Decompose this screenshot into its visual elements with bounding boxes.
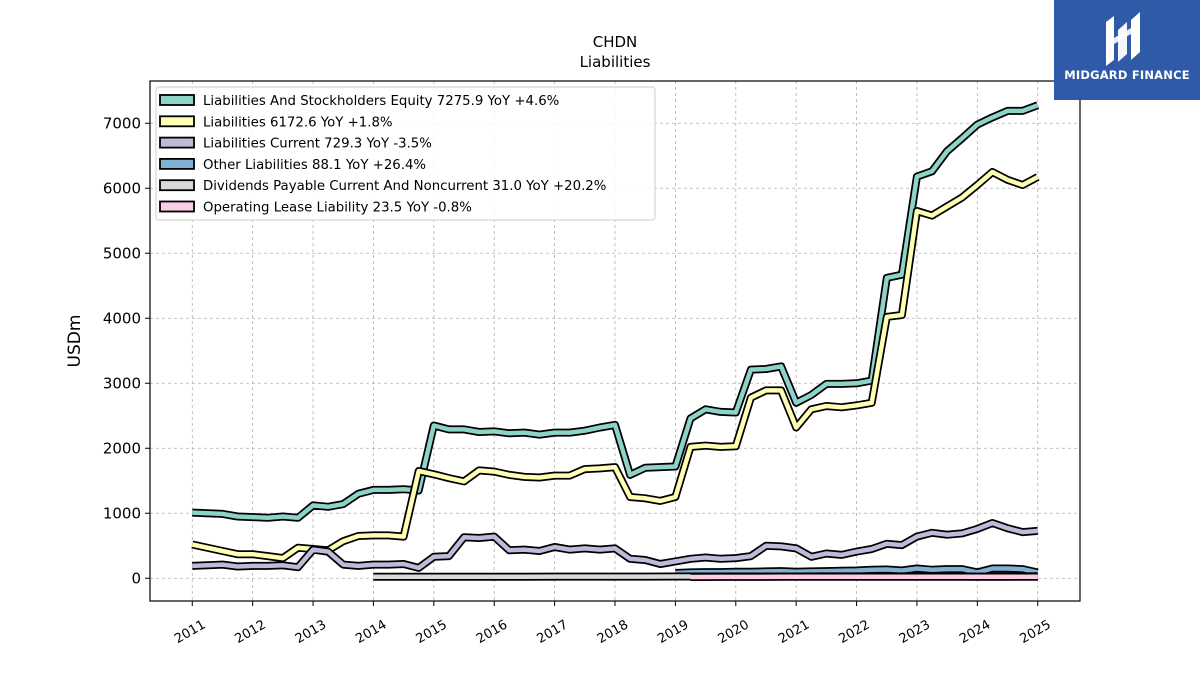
y-tick-label: 4000	[103, 309, 141, 327]
y-tick-label: 7000	[103, 114, 141, 132]
x-tick-label: 2019	[655, 617, 691, 647]
legend-swatch-4	[159, 179, 195, 192]
legend-frame	[155, 86, 656, 221]
y-tick-label: 2000	[103, 439, 141, 457]
legend: Liabilities And Stockholders Equity 7275…	[155, 86, 656, 221]
y-tick-label: 1000	[103, 504, 141, 522]
y-axis: 0 1000 2000 3000 4000 5000 6000 7000	[103, 114, 150, 587]
legend-label-4: Dividends Payable Current And Noncurrent…	[203, 179, 606, 194]
x-tick-label: 2014	[353, 617, 389, 647]
series-line-1	[191, 169, 1039, 561]
x-tick-label: 2012	[233, 617, 269, 647]
series-line-0	[192, 103, 1039, 521]
series-line-2	[192, 520, 1038, 571]
legend-label-3: Other Liabilities 88.1 YoY +26.4%	[203, 158, 426, 173]
brand-logo: MIDGARD FINANCE	[1054, 0, 1200, 100]
series-lines	[191, 101, 1040, 581]
x-tick-label: 2020	[716, 617, 752, 647]
x-tick-label: 2011	[172, 617, 208, 647]
chart-subtitle: Liabilities	[580, 53, 651, 71]
chart-title: CHDN	[593, 33, 638, 51]
legend-swatch-3	[159, 157, 195, 170]
x-tick-label: 2024	[957, 617, 993, 647]
x-tick-label: 2023	[897, 617, 933, 647]
x-tick-label: 2015	[414, 617, 450, 647]
y-tick-label: 3000	[103, 374, 141, 392]
legend-label-0: Liabilities And Stockholders Equity 7275…	[203, 94, 559, 109]
x-tick-label: 2013	[293, 617, 329, 647]
x-axis: 2011 2012 2013 2014 2015 2016 2017 2018 2019 2020…	[172, 601, 1054, 647]
series-line-3	[675, 566, 1039, 576]
legend-label-2: Liabilities Current 729.3 YoY -3.5%	[203, 137, 432, 152]
x-tick-label: 2025	[1018, 617, 1054, 647]
y-tick-label: 5000	[103, 244, 141, 262]
legend-swatch-5	[159, 200, 195, 213]
y-axis-label: USDm	[65, 315, 85, 368]
legend-label-5: Operating Lease Liability 23.5 YoY -0.8%	[203, 201, 472, 216]
x-tick-label: 2018	[595, 617, 631, 647]
legend-swatch-0	[159, 94, 195, 106]
legend-label-1: Liabilities 6172.6 YoY +1.8%	[203, 115, 393, 130]
y-tick-label: 6000	[103, 179, 141, 197]
y-tick-label: 0	[131, 569, 141, 587]
x-tick-label: 2022	[836, 617, 872, 647]
brand-name: MIDGARD FINANCE	[1064, 68, 1190, 82]
legend-swatch-2	[159, 136, 195, 149]
legend-swatch-1	[159, 115, 195, 128]
midgard-logo-icon	[1106, 12, 1140, 66]
x-tick-label: 2021	[776, 617, 812, 647]
x-tick-label: 2016	[474, 617, 510, 647]
x-tick-label: 2017	[534, 617, 570, 647]
